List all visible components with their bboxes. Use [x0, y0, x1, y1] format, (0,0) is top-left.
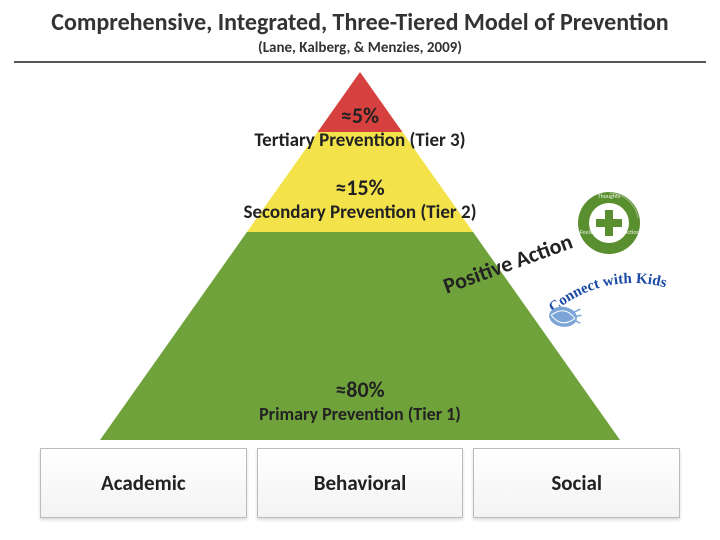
svg-text:Feels: Feels	[580, 228, 593, 236]
tier2-pct: ≈15%	[100, 174, 620, 201]
domain-boxes: Academic Behavioral Social	[40, 448, 680, 518]
tier1-desc: Primary Prevention (Tier 1)	[100, 403, 620, 425]
box-social: Social	[473, 448, 680, 518]
svg-text:Actions: Actions	[624, 228, 642, 236]
svg-text:Thoughts: Thoughts	[598, 192, 621, 200]
tier3-desc: Tertiary Prevention (Tier 3)	[100, 129, 620, 152]
citation: (Lane, Kalberg, & Menzies, 2009)	[14, 39, 706, 57]
tier3-pct: ≈5%	[100, 102, 620, 129]
page-title: Comprehensive, Integrated, Three-Tiered …	[14, 8, 706, 37]
tier1-pct: ≈80%	[100, 376, 620, 403]
box-academic: Academic	[40, 448, 247, 518]
tier2-block: ≈15% Secondary Prevention (Tier 2)	[100, 174, 620, 224]
tier1-block: ≈80% Primary Prevention (Tier 1)	[100, 376, 620, 425]
positive-action-badge: Thoughts Actions Feels	[576, 190, 642, 256]
tier2-desc: Secondary Prevention (Tier 2)	[100, 201, 620, 224]
tier3-block: ≈5% Tertiary Prevention (Tier 3)	[100, 102, 620, 152]
title-block: Comprehensive, Integrated, Three-Tiered …	[14, 8, 706, 63]
box-behavioral: Behavioral	[257, 448, 464, 518]
